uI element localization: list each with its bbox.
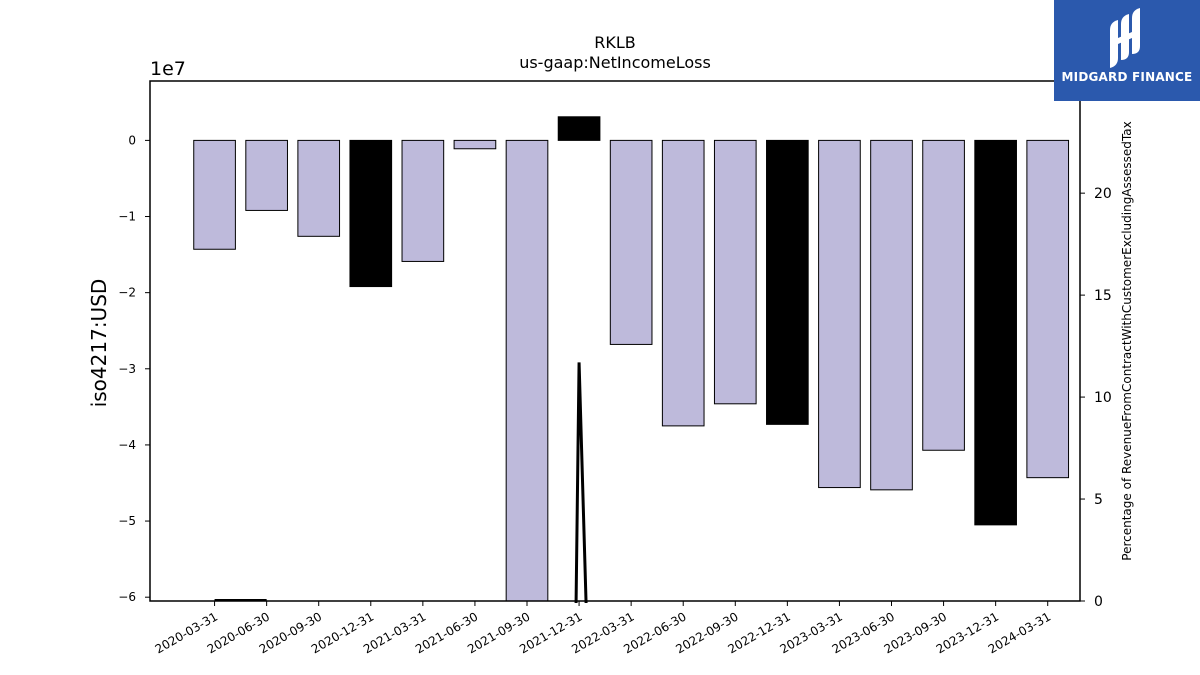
y-tick-label: −4 — [118, 438, 136, 452]
y2-tick-label: 10 — [1094, 390, 1112, 406]
y-tick-label: −5 — [118, 514, 136, 528]
plot-frame — [149, 80, 1081, 602]
bar-2023-03-31 — [818, 139, 861, 489]
bar-2022-12-31 — [766, 139, 809, 425]
line-layer — [214, 362, 588, 604]
bar-2020-06-30 — [245, 139, 288, 211]
logo-text: MIDGARD FINANCE — [1061, 70, 1193, 84]
bar-2020-09-30 — [297, 139, 341, 237]
bar-2024-03-31 — [1026, 139, 1070, 479]
bar-2023-12-31 — [974, 139, 1017, 526]
y-axis-label: iso4217:USD — [87, 279, 111, 408]
midgard-logo-icon — [1110, 8, 1140, 68]
bar-2021-03-31 — [401, 139, 445, 262]
bar-2023-09-30 — [922, 139, 965, 451]
y-tick-label: −1 — [118, 210, 136, 224]
percent-line-spike — [574, 362, 588, 604]
chart-title: RKLB — [594, 33, 636, 52]
y-tick-label: 0 — [128, 133, 136, 147]
bar-2021-12-31 — [557, 116, 601, 141]
y-tick-label: −3 — [118, 362, 136, 376]
y-multiplier-label: 1e7 — [150, 58, 186, 80]
bar-2023-06-30 — [870, 139, 913, 491]
y2-tick-label: 5 — [1094, 492, 1103, 508]
bar-2021-06-30 — [453, 139, 497, 150]
bar-2022-06-30 — [661, 139, 705, 427]
bars-group — [193, 116, 1070, 602]
bar-2022-03-31 — [609, 139, 653, 345]
y2-tick-label: 0 — [1094, 594, 1103, 610]
y2-tick-label: 15 — [1094, 288, 1112, 304]
bar-2022-09-30 — [713, 139, 757, 405]
midgard-finance-logo: MIDGARD FINANCE — [1054, 0, 1200, 101]
chart-subtitle: us-gaap:NetIncomeLoss — [519, 53, 711, 72]
y2-tick-label: 20 — [1094, 186, 1112, 202]
y-tick-label: −2 — [118, 286, 136, 300]
y2-axis-label: Percentage of RevenueFromContractWithCus… — [1120, 121, 1134, 560]
y-tick-label: −6 — [118, 590, 136, 604]
bar-2020-12-31 — [349, 139, 393, 288]
bar-2020-03-31 — [193, 139, 236, 250]
bar-2021-09-30 — [505, 139, 549, 602]
